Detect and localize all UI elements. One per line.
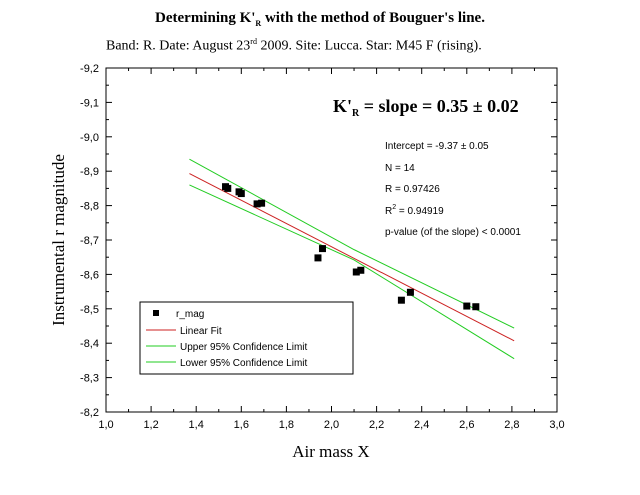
chart-subtitle: Band: R. Date: August 23rd 2009. Site: L… (106, 37, 482, 54)
series-line-1 (189, 173, 515, 342)
x-tick-label: 1,0 (98, 419, 113, 431)
data-point (237, 190, 245, 198)
series-line-3 (189, 184, 515, 360)
legend-label-linear-fit: Linear Fit (180, 326, 222, 337)
data-point (472, 303, 480, 311)
y-tick-label: -9,2 (80, 63, 99, 75)
y-tick-label: -8,2 (80, 407, 99, 419)
y-tick-label: -8,3 (80, 373, 99, 385)
x-tick-label: 2,2 (369, 419, 384, 431)
slope-annotation: K'R = slope = 0.35 ± 0.02 (333, 96, 519, 119)
axis-ticks (105, 67, 558, 413)
r2-annotation: R2 = 0.94919 (385, 204, 444, 217)
data-point (406, 288, 414, 296)
y-tick-label: -8,6 (80, 269, 99, 281)
legend-label-lower: Lower 95% Confidence Limit (180, 358, 308, 369)
y-tick-label: -9,0 (80, 132, 99, 144)
series-line-2 (189, 158, 515, 329)
data-point (258, 199, 266, 207)
x-tick-label: 2,6 (459, 419, 474, 431)
n-annotation: N = 14 (385, 163, 415, 174)
y-tick-label: -8,5 (80, 304, 99, 316)
intercept-annotation: Intercept = -9.37 ± 0.05 (385, 141, 489, 152)
chart-title: Determining K'R with the method of Bougu… (155, 10, 485, 28)
data-point (318, 245, 326, 253)
x-tick-label: 2,8 (504, 419, 519, 431)
y-tick-label: -9,1 (80, 97, 99, 109)
x-tick-label: 1,4 (189, 419, 204, 431)
y-tick-labels: -9,2 -9,1 -9,0 -8,9 -8,8 -8,7 -8,6 -8,5 -8,4 -8,3… (80, 63, 99, 419)
legend-label-r-mag: r_mag (176, 309, 204, 320)
data-point (224, 184, 232, 192)
y-tick-label: -8,8 (80, 201, 99, 213)
pvalue-annotation: p-value (of the slope) < 0.0001 (385, 227, 521, 238)
x-axis-title: Air mass X (292, 442, 369, 461)
data-points (222, 183, 480, 311)
series-lines (189, 158, 515, 360)
y-axis-title: Instrumental r magnitude (49, 154, 68, 326)
r-annotation: R = 0.97426 (385, 184, 440, 195)
legend-label-upper: Upper 95% Confidence Limit (180, 342, 308, 353)
legend: r_mag Linear Fit Upper 95% Confidence Li… (139, 301, 354, 375)
x-tick-label: 1,6 (234, 419, 249, 431)
x-tick-label: 1,8 (279, 419, 294, 431)
y-tick-label: -8,4 (80, 338, 99, 350)
x-tick-label: 1,2 (143, 419, 158, 431)
y-tick-label: -8,9 (80, 166, 99, 178)
x-tick-label: 2,0 (324, 419, 339, 431)
data-point (357, 266, 365, 274)
data-point (397, 296, 405, 304)
x-tick-labels: 1,0 1,2 1,4 1,6 1,8 2,0 2,2 2,4 2,6 2,8 3,0 (98, 419, 564, 431)
x-tick-label: 3,0 (549, 419, 564, 431)
data-point (253, 200, 261, 208)
y-tick-label: -8,7 (80, 235, 99, 247)
legend-marker-r-mag (153, 310, 159, 316)
data-point (352, 268, 360, 276)
data-point (314, 254, 322, 262)
data-point (463, 302, 471, 310)
x-tick-label: 2,4 (414, 419, 429, 431)
